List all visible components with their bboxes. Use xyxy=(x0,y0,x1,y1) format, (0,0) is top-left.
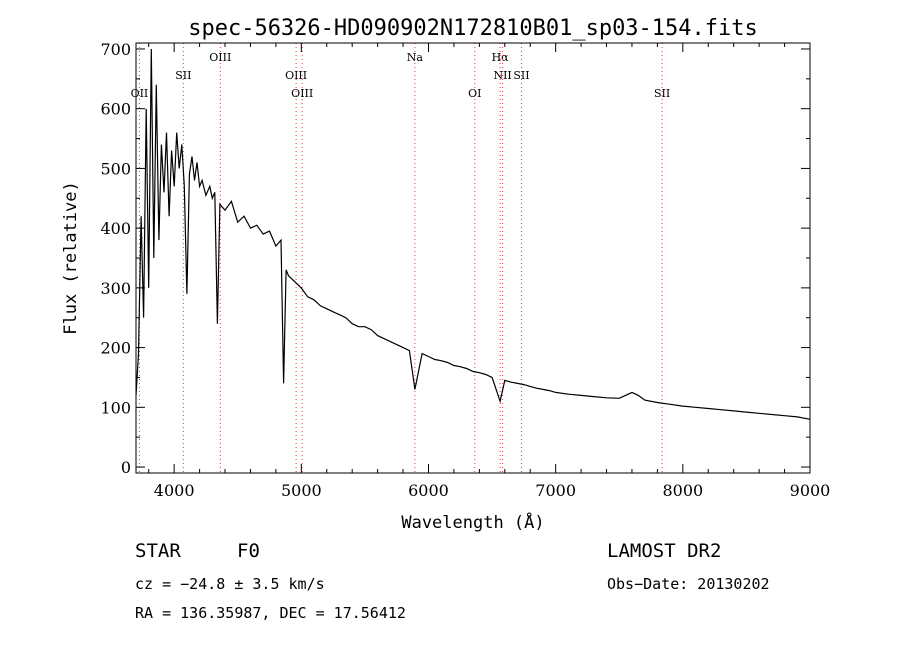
line-marker-label: Na xyxy=(407,51,424,64)
y-tick-label: 200 xyxy=(100,339,131,358)
line-marker-label: OII xyxy=(131,87,149,100)
y-tick-label: 300 xyxy=(100,279,131,298)
y-axis-label: Flux (relative) xyxy=(61,181,81,335)
survey-name: LAMOST DR2 xyxy=(607,540,722,562)
line-marker-label: Hα xyxy=(492,51,510,64)
y-tick-label: 700 xyxy=(100,40,131,59)
object-class: STAR xyxy=(135,540,181,562)
line-marker-label: OIII xyxy=(291,87,313,100)
y-tick-label: 0 xyxy=(121,458,131,477)
x-tick-label: 9000 xyxy=(790,481,831,500)
x-tick-label: 7000 xyxy=(535,481,576,500)
line-marker-label: SII xyxy=(513,69,529,82)
spectrum-series xyxy=(135,48,811,420)
spectrum-line xyxy=(135,48,811,420)
y-axis: 0 100 200 300 400 500 600 700 xyxy=(100,40,810,477)
object-subclass: F0 xyxy=(237,540,260,562)
y-tick-label: 100 xyxy=(100,398,131,417)
coordinates: RA = 136.35987, DEC = 17.56412 xyxy=(135,604,406,622)
x-axis-label: Wavelength (Å) xyxy=(401,511,544,533)
line-marker-label: SII xyxy=(654,87,670,100)
x-tick-label: 4000 xyxy=(154,481,195,500)
x-tick-label: 6000 xyxy=(408,481,449,500)
x-tick-label: 8000 xyxy=(662,481,703,500)
line-marker-label: OIII xyxy=(285,69,307,82)
line-marker-label: OIII xyxy=(209,51,231,64)
line-marker-label: SII xyxy=(175,69,191,82)
line-marker-label: NII xyxy=(493,69,511,82)
x-axis: 4000 5000 6000 7000 8000 9000 xyxy=(148,43,831,500)
y-tick-label: 400 xyxy=(100,219,131,238)
chart-title: spec-56326-HD090902N172810B01_sp03-154.f… xyxy=(188,16,758,41)
redshift-cz: cz = −24.8 ± 3.5 km/s xyxy=(135,575,325,593)
x-tick-label: 5000 xyxy=(281,481,322,500)
line-marker-label: OI xyxy=(468,87,481,100)
y-tick-label: 500 xyxy=(100,159,131,178)
y-tick-label: 600 xyxy=(100,100,131,119)
observation-date: Obs−Date: 20130202 xyxy=(607,575,770,593)
